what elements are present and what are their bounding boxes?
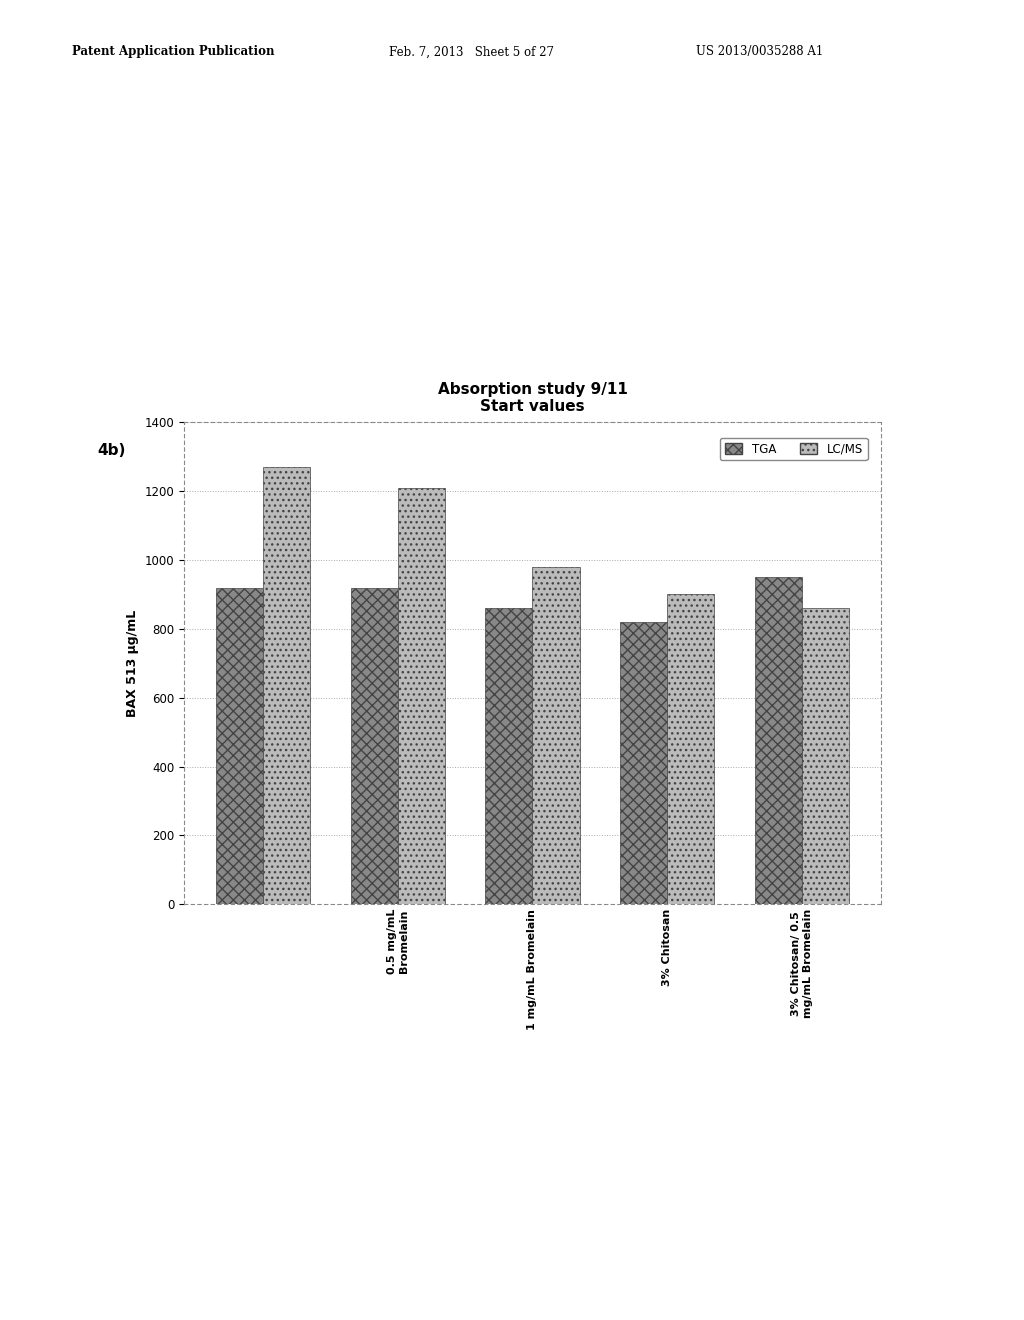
- Bar: [485, 609, 532, 904]
- Y-axis label: BAX 513 μg/mL: BAX 513 μg/mL: [126, 610, 139, 717]
- Title: Absorption study 9/11
Start values: Absorption study 9/11 Start values: [437, 381, 628, 414]
- Bar: [668, 594, 715, 904]
- Bar: [802, 609, 849, 904]
- Bar: [532, 568, 580, 904]
- Text: Feb. 7, 2013   Sheet 5 of 27: Feb. 7, 2013 Sheet 5 of 27: [389, 45, 554, 58]
- Text: 4b): 4b): [97, 444, 126, 458]
- Bar: [755, 577, 802, 904]
- Bar: [216, 587, 263, 904]
- Bar: [397, 488, 445, 904]
- Legend: TGA, LC/MS: TGA, LC/MS: [720, 438, 867, 461]
- Text: US 2013/0035288 A1: US 2013/0035288 A1: [696, 45, 823, 58]
- Bar: [263, 467, 310, 904]
- Text: Patent Application Publication: Patent Application Publication: [72, 45, 274, 58]
- Bar: [350, 587, 397, 904]
- Bar: [620, 622, 668, 904]
